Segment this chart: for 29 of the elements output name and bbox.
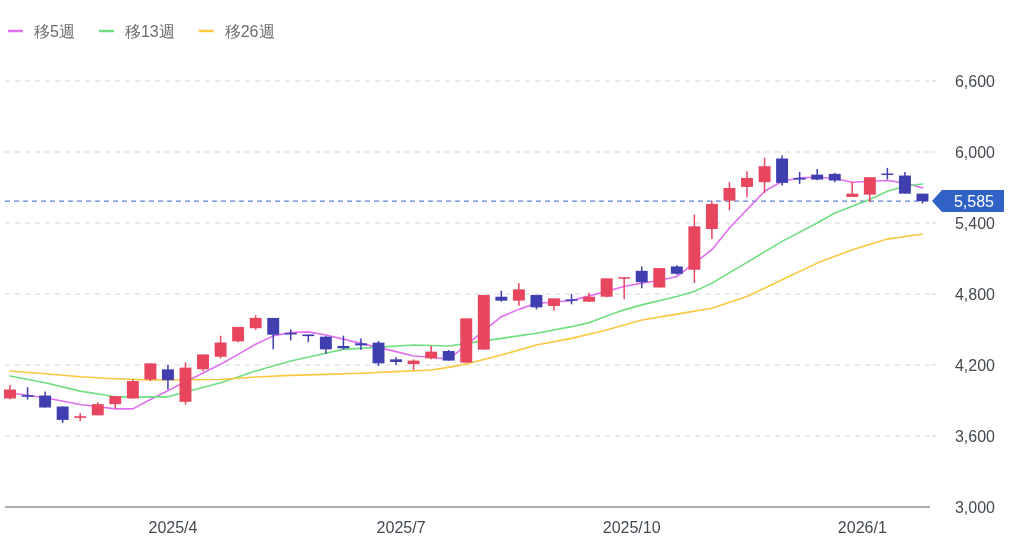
candlestick <box>635 265 648 289</box>
candlestick <box>214 335 227 360</box>
candlestick <box>723 181 736 212</box>
candlestick <box>512 282 525 307</box>
candlestick <box>267 317 280 351</box>
candlestick <box>161 364 174 391</box>
candlestick <box>863 176 876 204</box>
candlestick <box>74 412 87 422</box>
y-tick-label: 6,600 <box>954 73 996 90</box>
y-tick-label: 6,000 <box>954 144 996 161</box>
candlestick <box>758 157 771 194</box>
x-tick-label: 2025/4 <box>148 519 198 536</box>
x-tick-label: 2025/10 <box>602 519 661 536</box>
x-tick-label: 2026/1 <box>837 519 887 536</box>
y-tick-label: 5,400 <box>954 215 996 232</box>
legend-label: 移26週 <box>224 23 275 40</box>
candlestick <box>898 171 911 195</box>
x-tick-label: 2025/7 <box>376 519 426 536</box>
y-tick-label: 4,200 <box>954 357 996 374</box>
candlestick <box>741 170 753 199</box>
y-tick-label: 3,600 <box>954 428 996 445</box>
candlestick <box>319 334 332 355</box>
y-tick-label: 4,800 <box>954 286 996 303</box>
ref-line-label: 5,585 <box>953 193 995 211</box>
legend-label: 移5週 <box>34 23 75 40</box>
legend-label: 移13週 <box>124 23 175 40</box>
y-tick-label: 3,000 <box>954 499 996 516</box>
candlestick <box>618 276 631 300</box>
candlestick <box>355 337 367 351</box>
